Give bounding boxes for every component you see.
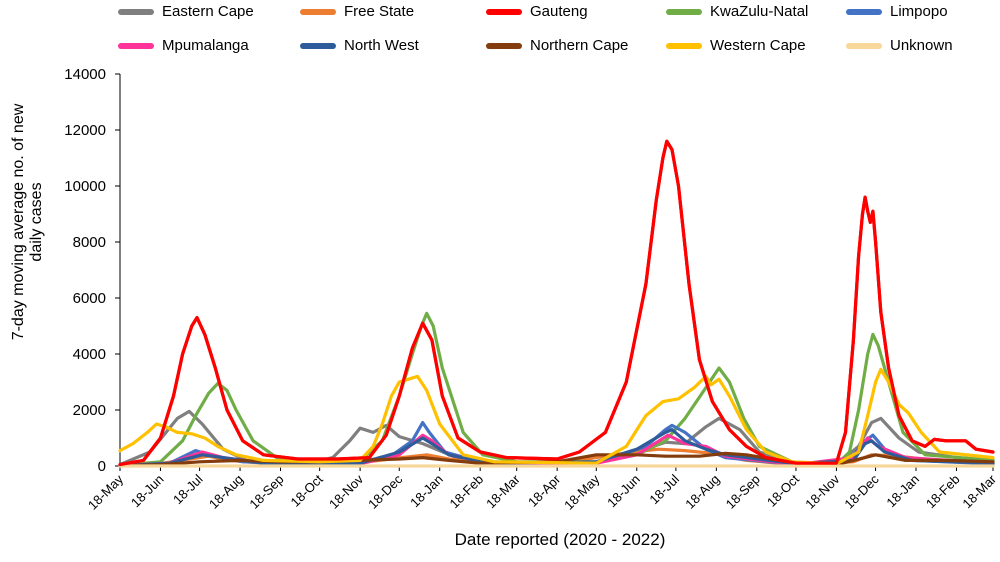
legend-label: KwaZulu-Natal bbox=[710, 3, 809, 20]
legend-label: Gauteng bbox=[530, 3, 588, 20]
legend-label: Limpopo bbox=[890, 3, 948, 20]
x-tick-label: 18-Dec bbox=[841, 471, 882, 512]
series-line-kwazulu-natal bbox=[118, 311, 995, 467]
legend: Eastern Cape Free State Gauteng KwaZulu-Nat… bbox=[0, 0, 1000, 62]
y-tick-label: 8000 bbox=[73, 234, 106, 251]
x-tick-label: 18-Apr bbox=[525, 471, 564, 510]
y-tick-label: 2000 bbox=[73, 402, 106, 419]
legend-item-mpumalanga: Mpumalanga bbox=[118, 37, 249, 54]
legend-swatch bbox=[118, 42, 154, 49]
y-tick-label: 12000 bbox=[64, 122, 106, 139]
x-tick-label: 18-Sep bbox=[723, 472, 763, 512]
x-axis-label: Date reported (2020 - 2022) bbox=[454, 530, 666, 549]
x-tick-label: 18-May bbox=[85, 471, 127, 513]
legend-item-unknown: Unknown bbox=[846, 37, 953, 54]
y-tick-label: 10000 bbox=[64, 178, 106, 195]
x-tick-label: 18-Jul bbox=[170, 471, 206, 507]
x-tick-label: 18-Aug bbox=[682, 472, 722, 512]
x-tick-label: 18-Mar bbox=[483, 471, 523, 511]
legend-label: Mpumalanga bbox=[162, 37, 249, 54]
x-tick-label: 18-Oct bbox=[764, 471, 802, 509]
x-tick-label: 18-Jan bbox=[407, 472, 446, 511]
series-line-gauteng bbox=[118, 139, 995, 467]
y-tick-label: 4000 bbox=[73, 346, 106, 363]
legend-swatch bbox=[118, 8, 154, 15]
legend-label: Northern Cape bbox=[530, 37, 629, 54]
legend-item-northern-cape: Northern Cape bbox=[486, 37, 628, 54]
x-tick-label: 18-Mar bbox=[959, 471, 999, 511]
legend-swatch bbox=[486, 42, 522, 49]
x-tick-label: 18-Jun bbox=[604, 472, 643, 511]
y-tick-label: 6000 bbox=[73, 290, 106, 307]
y-tick-label: 14000 bbox=[64, 66, 106, 83]
legend-swatch bbox=[666, 42, 702, 49]
series-line-gauteng-top bbox=[118, 139, 995, 467]
x-tick-label: 18-Feb bbox=[447, 472, 487, 512]
legend-label: Free State bbox=[344, 3, 415, 20]
y-axis-label: 7-day moving average no. of new daily ca… bbox=[10, 103, 45, 341]
series-line-western-cape bbox=[118, 367, 995, 466]
legend-swatch bbox=[666, 8, 702, 15]
legend-swatch bbox=[846, 42, 882, 49]
legend-item-western-cape: Western Cape bbox=[666, 37, 806, 54]
legend-item-kwazulu-natal: KwaZulu-Natal bbox=[666, 3, 808, 20]
legend-label: North West bbox=[344, 37, 419, 54]
legend-swatch bbox=[300, 42, 336, 49]
x-tick-label: 18-May bbox=[561, 471, 603, 513]
legend-swatch bbox=[300, 8, 336, 15]
legend-item-eastern-cape: Eastern Cape bbox=[118, 3, 254, 20]
legend-item-gauteng: Gauteng bbox=[486, 3, 588, 20]
x-tick-label: 18-Jun bbox=[128, 472, 167, 511]
series-line-north-west bbox=[118, 428, 995, 468]
series-layer bbox=[118, 139, 995, 468]
legend-label: Eastern Cape bbox=[162, 3, 254, 20]
legend-item-limpopo: Limpopo bbox=[846, 3, 948, 20]
legend-swatch bbox=[846, 8, 882, 15]
x-tick-label: 18-Sep bbox=[246, 472, 286, 512]
x-tick-label: 18-Jan bbox=[883, 472, 922, 511]
legend-label: Unknown bbox=[890, 37, 953, 54]
x-tick-label: 18-Oct bbox=[288, 471, 326, 509]
legend-label: Western Cape bbox=[710, 37, 806, 54]
x-tick-label: 18-Jul bbox=[646, 471, 682, 507]
legend-item-north-west: North West bbox=[300, 37, 419, 54]
x-tick-label: 18-Nov bbox=[802, 471, 843, 512]
x-tick-label: 18-Feb bbox=[923, 472, 963, 512]
legend-swatch bbox=[486, 8, 522, 15]
x-tick-label: 18-Nov bbox=[326, 471, 367, 512]
x-tick-label: 18-Dec bbox=[365, 471, 406, 512]
y-tick-label: 0 bbox=[98, 458, 106, 475]
legend-item-free-state: Free State bbox=[300, 3, 414, 20]
x-tick-label: 18-Aug bbox=[206, 472, 246, 512]
